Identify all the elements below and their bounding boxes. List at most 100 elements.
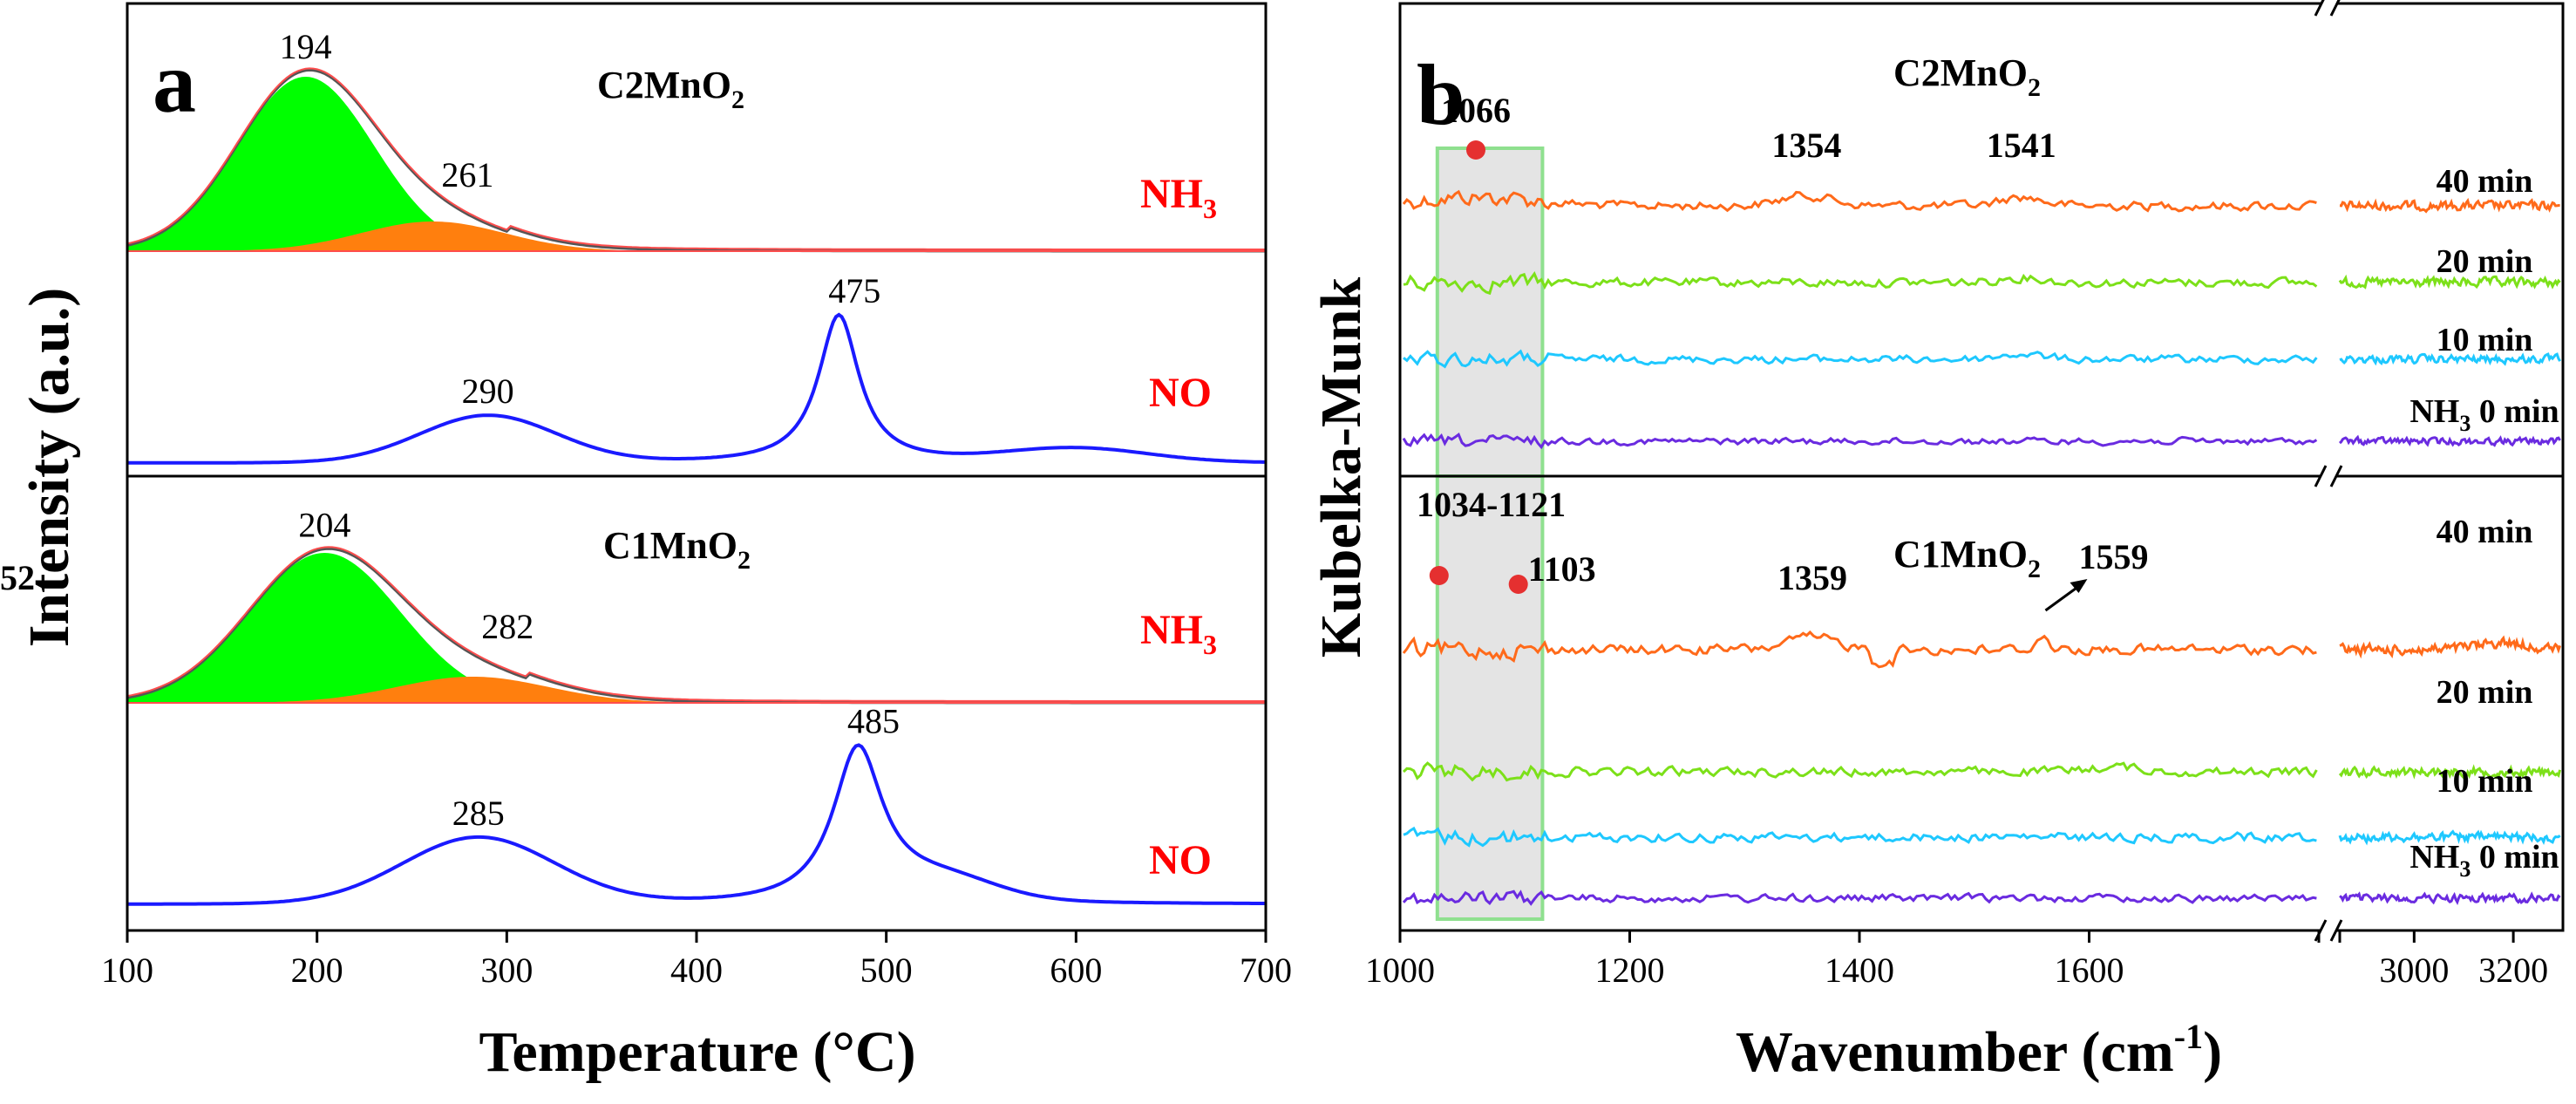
panel-b-frame bbox=[1398, 2, 2565, 932]
b-series-1-3-seg-1 bbox=[2339, 891, 2561, 906]
b-range-marker bbox=[1429, 566, 1449, 585]
axis-break-top-gap bbox=[2321, 0, 2336, 9]
a-tick-label-2: 300 bbox=[480, 951, 533, 990]
a-peak-label-3-0: 285 bbox=[452, 794, 505, 833]
b-x-axis-label-sup: -1 bbox=[2174, 1017, 2203, 1056]
a-sample-bottom-main: C1MnO bbox=[603, 524, 737, 567]
panel-b: 1000 1200 1400 1600 3000 3200 b C2MnO2 C1MnO2… bbox=[0, 0, 2565, 1084]
panel-b-traces bbox=[1402, 189, 2562, 906]
a-peak-label-3-1: 485 bbox=[847, 701, 900, 740]
b-series-0-2-seg-0 bbox=[1403, 349, 2318, 369]
a-peak-label-1-0: 290 bbox=[462, 371, 514, 411]
b-series-0-3-seg-1 bbox=[2338, 434, 2561, 447]
a-fill-0-0 bbox=[127, 77, 1266, 251]
b-peak-label-1-3: 3352 bbox=[0, 558, 35, 597]
b-tick-label-0-0: 1000 bbox=[1365, 951, 1435, 990]
b-series-1-1-seg-0 bbox=[1402, 761, 2318, 782]
b-sample-label-top: C2MnO2 bbox=[1893, 51, 2041, 102]
a-no-curve-3 bbox=[127, 743, 1266, 906]
b-sample-bottom-sub: 2 bbox=[2028, 555, 2041, 583]
b-series-0-1-seg-0 bbox=[1403, 271, 2318, 296]
a-gas-label-2: NO bbox=[1149, 370, 1212, 416]
b-series-1-1-seg-1 bbox=[2338, 764, 2562, 780]
b-time-label-1-3: NH3 0 min bbox=[2409, 839, 2559, 882]
a-gas-1-main: NH bbox=[1140, 171, 1203, 217]
b-series-1-2-seg-1 bbox=[2338, 829, 2561, 846]
b-y-axis-label: Kubelka-Munk bbox=[1309, 276, 1373, 658]
a-gas-3-main: NH bbox=[1140, 607, 1203, 653]
panel-b-letter: b bbox=[1417, 46, 1465, 143]
b-series-1-2-seg-0 bbox=[1403, 826, 2317, 848]
axis-break-bottom bbox=[2314, 919, 2343, 942]
a-sample-top-sub: 2 bbox=[731, 85, 744, 114]
a-peak-label-2-0: 204 bbox=[298, 506, 350, 545]
a-peak-label-1-1: 475 bbox=[828, 271, 880, 310]
b-peak-label-0-0: 1066 bbox=[1441, 91, 1511, 130]
b-time-label-0-0: 40 min bbox=[2437, 163, 2533, 200]
panel-a-ticks: 100 200 300 400 500 600 700 bbox=[101, 930, 1292, 990]
panel-b-ticks: 1000 1200 1400 1600 3000 3200 bbox=[1365, 930, 2548, 990]
axis-break-top-slash-1 bbox=[2314, 0, 2325, 17]
b-tick-label-1-0: 3000 bbox=[2379, 951, 2449, 990]
b-sample-top-main: C2MnO bbox=[1893, 51, 2028, 94]
b-sample-bottom-main: C1MnO bbox=[1893, 533, 2028, 576]
axis-break-middle-gap bbox=[2321, 471, 2336, 481]
a-peak-label-0-1: 261 bbox=[441, 155, 493, 194]
b-tick-label-0-1: 1200 bbox=[1595, 951, 1665, 990]
b-time-prefix-sub-1-3: 3 bbox=[2459, 856, 2471, 882]
b-series-1-0-seg-0 bbox=[1402, 630, 2317, 669]
b-tick-label-0-3: 1600 bbox=[2055, 951, 2124, 990]
a-peak-label-2-1: 282 bbox=[481, 607, 534, 646]
axis-break-bottom-gap bbox=[2321, 925, 2336, 936]
axis-break-middle-slash-2 bbox=[2329, 465, 2343, 487]
b-x-axis-label-main: Wavenumber (cm bbox=[1736, 1020, 2174, 1084]
a-gas-3-sub: 3 bbox=[1203, 629, 1217, 660]
panel-a-peak-labels: 194 261 290 475 204 282 285 485 bbox=[280, 27, 900, 833]
b-peak-label-1-0: 1103 bbox=[1528, 549, 1596, 589]
b-time-label-1-1: 20 min bbox=[2437, 674, 2533, 711]
b-time-label-1-2: 10 min bbox=[2437, 763, 2533, 800]
a-tick-label-1: 200 bbox=[291, 951, 343, 990]
panel-b-peak-labels: 1066 1354 1541 1103 1359 1559 3352 bbox=[0, 91, 2149, 612]
a-tick-label-4: 500 bbox=[860, 951, 913, 990]
a-gas-label-1: NH3 bbox=[1140, 171, 1217, 224]
a-no-curve-1 bbox=[127, 312, 1266, 465]
a-fill-2-1 bbox=[127, 677, 1266, 703]
a-sample-bottom-sub: 2 bbox=[737, 546, 751, 575]
b-series-0-2-seg-1 bbox=[2339, 352, 2561, 366]
b-peak-marker-0-0 bbox=[1466, 140, 1485, 160]
b-time-prefix-1-3: NH bbox=[2409, 839, 2459, 876]
b-arrow-head bbox=[2070, 579, 2088, 593]
b-series-0-0-seg-1 bbox=[2339, 197, 2560, 214]
a-fill-0-1 bbox=[127, 221, 1266, 251]
axis-break-top bbox=[2314, 0, 2341, 17]
a-y-axis-label: Intensity (a.u.) bbox=[17, 288, 81, 648]
panel-a: 100 200 300 400 500 600 700 a C2MnO2 C1MnO2 NH… bbox=[17, 2, 1292, 1084]
panel-b-time-labels: 40 min 20 min 10 min NH3 0 min 40 min 20 min 1… bbox=[2409, 163, 2559, 882]
b-highlight-bottom bbox=[1435, 474, 1545, 921]
a-tick-label-6: 700 bbox=[1240, 951, 1292, 990]
b-series-1-3-seg-0 bbox=[1402, 889, 2317, 906]
b-series-0-3-seg-0 bbox=[1402, 432, 2318, 450]
b-time-value-1-3: 0 min bbox=[2471, 839, 2559, 876]
b-time-label-0-2: 10 min bbox=[2437, 322, 2533, 358]
b-time-value-0-3: 0 min bbox=[2471, 393, 2559, 430]
b-tick-label-0-2: 1400 bbox=[1825, 951, 1894, 990]
b-x-axis-label-tail: ) bbox=[2203, 1020, 2222, 1084]
a-gas-label-3: NH3 bbox=[1140, 607, 1217, 660]
b-peak-label-0-2: 1541 bbox=[1987, 126, 2056, 165]
b-time-label-1-0: 40 min bbox=[2437, 514, 2533, 550]
a-fit-0 bbox=[126, 67, 1266, 250]
b-time-label-0-1: 20 min bbox=[2437, 243, 2533, 280]
axis-break-bottom-slash-1 bbox=[2314, 919, 2328, 942]
a-x-axis-label: Temperature (°C) bbox=[479, 1020, 915, 1084]
axis-break-bottom-slash-2 bbox=[2329, 919, 2343, 942]
a-peak-label-0-0: 194 bbox=[280, 27, 332, 66]
a-tick-label-0: 100 bbox=[101, 951, 153, 990]
b-series-1-0-seg-1 bbox=[2339, 635, 2562, 659]
b-x-axis-label: Wavenumber (cm-1) bbox=[1736, 1017, 2222, 1084]
b-range-label: 1034-1121 bbox=[1417, 485, 1566, 524]
axis-break-top-slash-2 bbox=[2329, 0, 2341, 17]
b-series-0-0-seg-0 bbox=[1402, 189, 2317, 213]
